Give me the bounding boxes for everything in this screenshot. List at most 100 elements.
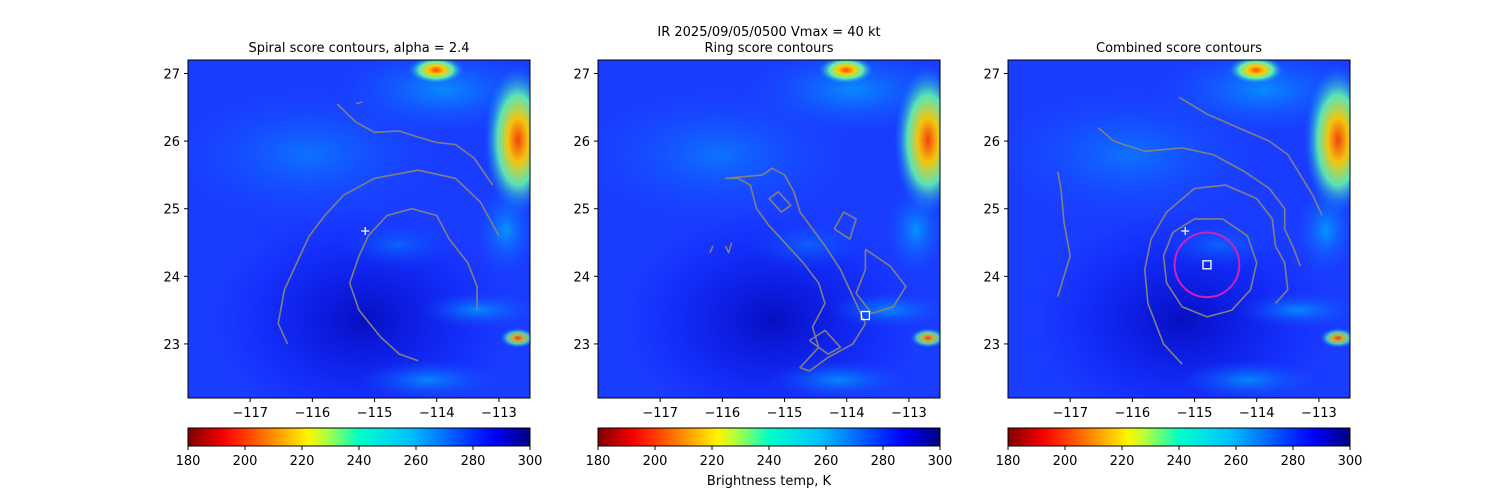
x-tick-label: −113 (891, 406, 927, 421)
cold-cloud-top (1320, 328, 1350, 348)
colorbar-tick-label: 300 (928, 454, 953, 469)
axes-frame (1007, 59, 1351, 399)
panels: Spiral score contours, alpha = 2.4 −117 −1… (163, 41, 1363, 469)
contour-line (355, 101, 363, 105)
colorbar-tick-label: 180 (996, 454, 1021, 469)
panel-2: Ring score contours −117 −116 −115 −114 −113 2… (573, 41, 953, 469)
ir-image (598, 60, 940, 398)
cloud-band (768, 360, 908, 398)
cold-cloud-top (408, 60, 464, 84)
cloud-band (743, 60, 940, 135)
cloud-band (338, 220, 458, 270)
y-tick-label: 23 (573, 338, 590, 353)
contour-line (709, 245, 714, 254)
y-tick-label: 24 (163, 270, 180, 285)
x-tick-label: −117 (1052, 406, 1088, 421)
colorbar-tick-label: 240 (347, 454, 372, 469)
colorbar: 180 200 220 240 260 280 300 (586, 427, 953, 469)
contour-line (348, 207, 478, 362)
contour-line (833, 211, 857, 240)
colorbar-tick-label: 280 (871, 454, 896, 469)
cloud-band (1178, 360, 1318, 398)
contour-line (277, 169, 500, 345)
cold-cloud-top (894, 65, 940, 215)
contours (1056, 96, 1323, 365)
ir-image (188, 60, 530, 398)
center-plus-marker (1181, 227, 1190, 236)
x-tick-label: −114 (829, 406, 865, 421)
x-tick-label: −117 (232, 406, 268, 421)
x-tick-label: −116 (705, 406, 741, 421)
y-tick-label: 23 (983, 338, 1000, 353)
contour-line (808, 329, 842, 355)
colorbar-label: Brightness temp, K (707, 474, 832, 489)
colorbar-tick-label: 180 (586, 454, 611, 469)
x-tick-label: −113 (481, 406, 517, 421)
colorbar-tick-label: 300 (1338, 454, 1363, 469)
cloud-band (358, 360, 498, 398)
cloud-band (748, 220, 868, 270)
cold-cloud-top (1304, 65, 1350, 215)
colorbar-tick-label: 300 (518, 454, 543, 469)
colorbar-tick-label: 180 (176, 454, 201, 469)
cloud-band (476, 185, 530, 275)
cold-cloud-top (818, 60, 874, 84)
y-tick-label: 27 (573, 68, 590, 83)
cloud-band (418, 292, 530, 328)
contours (277, 101, 500, 362)
cold-cloud-top (1228, 60, 1284, 84)
contour-line (1162, 218, 1258, 318)
cold-cloud-top (484, 65, 530, 215)
contour-line (1144, 184, 1289, 365)
colorbar-tick-label: 220 (700, 454, 725, 469)
cloud-band (1238, 292, 1350, 328)
colorbar-tick-label: 200 (643, 454, 668, 469)
y-tick-label: 25 (163, 203, 180, 218)
panel-title: Ring score contours (704, 41, 833, 56)
colorbar-tick-label: 260 (814, 454, 839, 469)
colorbar-gradient (597, 427, 941, 447)
y-tick-label: 26 (163, 135, 180, 150)
contour-line (855, 248, 907, 315)
y-tick-label: 25 (573, 203, 590, 218)
cloud-band (1158, 220, 1278, 270)
x-tick-label: −114 (1239, 406, 1275, 421)
cloud-band (1153, 60, 1350, 135)
colorbar-tick-label: 280 (1281, 454, 1306, 469)
x-tick-label: −115 (1177, 406, 1213, 421)
contour-line (1097, 126, 1302, 267)
colorbar-tick-label: 200 (1053, 454, 1078, 469)
panel-title: Spiral score contours, alpha = 2.4 (248, 41, 469, 56)
colorbar-gradient (1007, 427, 1351, 447)
colorbar-tick-label: 280 (461, 454, 486, 469)
center-square-marker (860, 310, 871, 321)
contour-line (336, 103, 494, 186)
contour-line (1056, 171, 1071, 297)
y-tick-label: 24 (983, 270, 1000, 285)
y-tick-label: 23 (163, 338, 180, 353)
cloud-band (886, 185, 940, 275)
contours (709, 167, 907, 372)
panel-3: Combined score contours −117 −116 −115 −114 −… (983, 41, 1363, 469)
contour-line (724, 242, 733, 254)
cold-cloud-top (500, 328, 530, 348)
contour-line (768, 191, 792, 213)
x-tick-label: −117 (642, 406, 678, 421)
cloud-band (1296, 185, 1350, 275)
x-tick-label: −116 (295, 406, 331, 421)
y-tick-label: 26 (573, 135, 590, 150)
colorbar-tick-label: 220 (290, 454, 315, 469)
x-tick-label: −116 (1115, 406, 1151, 421)
colorbar-tick-label: 260 (404, 454, 429, 469)
colorbar-tick-label: 260 (1224, 454, 1249, 469)
colorbar: 180 200 220 240 260 280 300 (996, 427, 1363, 469)
x-tick-label: −115 (767, 406, 803, 421)
colorbar-tick-label: 240 (757, 454, 782, 469)
x-tick-label: −113 (1301, 406, 1337, 421)
x-tick-label: −114 (419, 406, 455, 421)
y-tick-label: 27 (983, 68, 1000, 83)
y-tick-label: 24 (573, 270, 590, 285)
axes-frame (187, 59, 531, 399)
suptitle: IR 2025/09/05/0500 Vmax = 40 kt (657, 25, 880, 40)
